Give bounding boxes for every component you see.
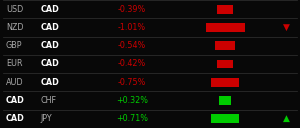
Text: AUD: AUD <box>6 78 24 87</box>
Bar <box>206 23 244 32</box>
Text: ▲: ▲ <box>283 114 290 123</box>
Bar <box>211 114 239 123</box>
Bar <box>217 60 233 68</box>
Text: +0.71%: +0.71% <box>116 114 148 123</box>
Text: NZD: NZD <box>6 23 23 32</box>
Text: EUR: EUR <box>6 60 22 68</box>
Text: ▼: ▼ <box>283 23 290 32</box>
Text: CAD: CAD <box>6 114 25 123</box>
Text: GBP: GBP <box>6 41 22 50</box>
Text: CAD: CAD <box>40 23 59 32</box>
Text: CAD: CAD <box>6 96 25 105</box>
Bar <box>219 96 231 105</box>
Text: -0.54%: -0.54% <box>118 41 146 50</box>
Text: CAD: CAD <box>40 41 59 50</box>
Text: CAD: CAD <box>40 78 59 87</box>
Bar <box>214 41 236 50</box>
Text: -0.75%: -0.75% <box>118 78 146 87</box>
Text: -1.01%: -1.01% <box>118 23 146 32</box>
Bar <box>218 5 232 14</box>
Text: +0.32%: +0.32% <box>116 96 148 105</box>
Bar <box>211 78 239 87</box>
Text: CHF: CHF <box>40 96 56 105</box>
Text: CAD: CAD <box>40 60 59 68</box>
Text: USD: USD <box>6 5 23 14</box>
Text: CAD: CAD <box>40 5 59 14</box>
Text: -0.42%: -0.42% <box>118 60 146 68</box>
Text: -0.39%: -0.39% <box>118 5 146 14</box>
Text: JPY: JPY <box>40 114 52 123</box>
